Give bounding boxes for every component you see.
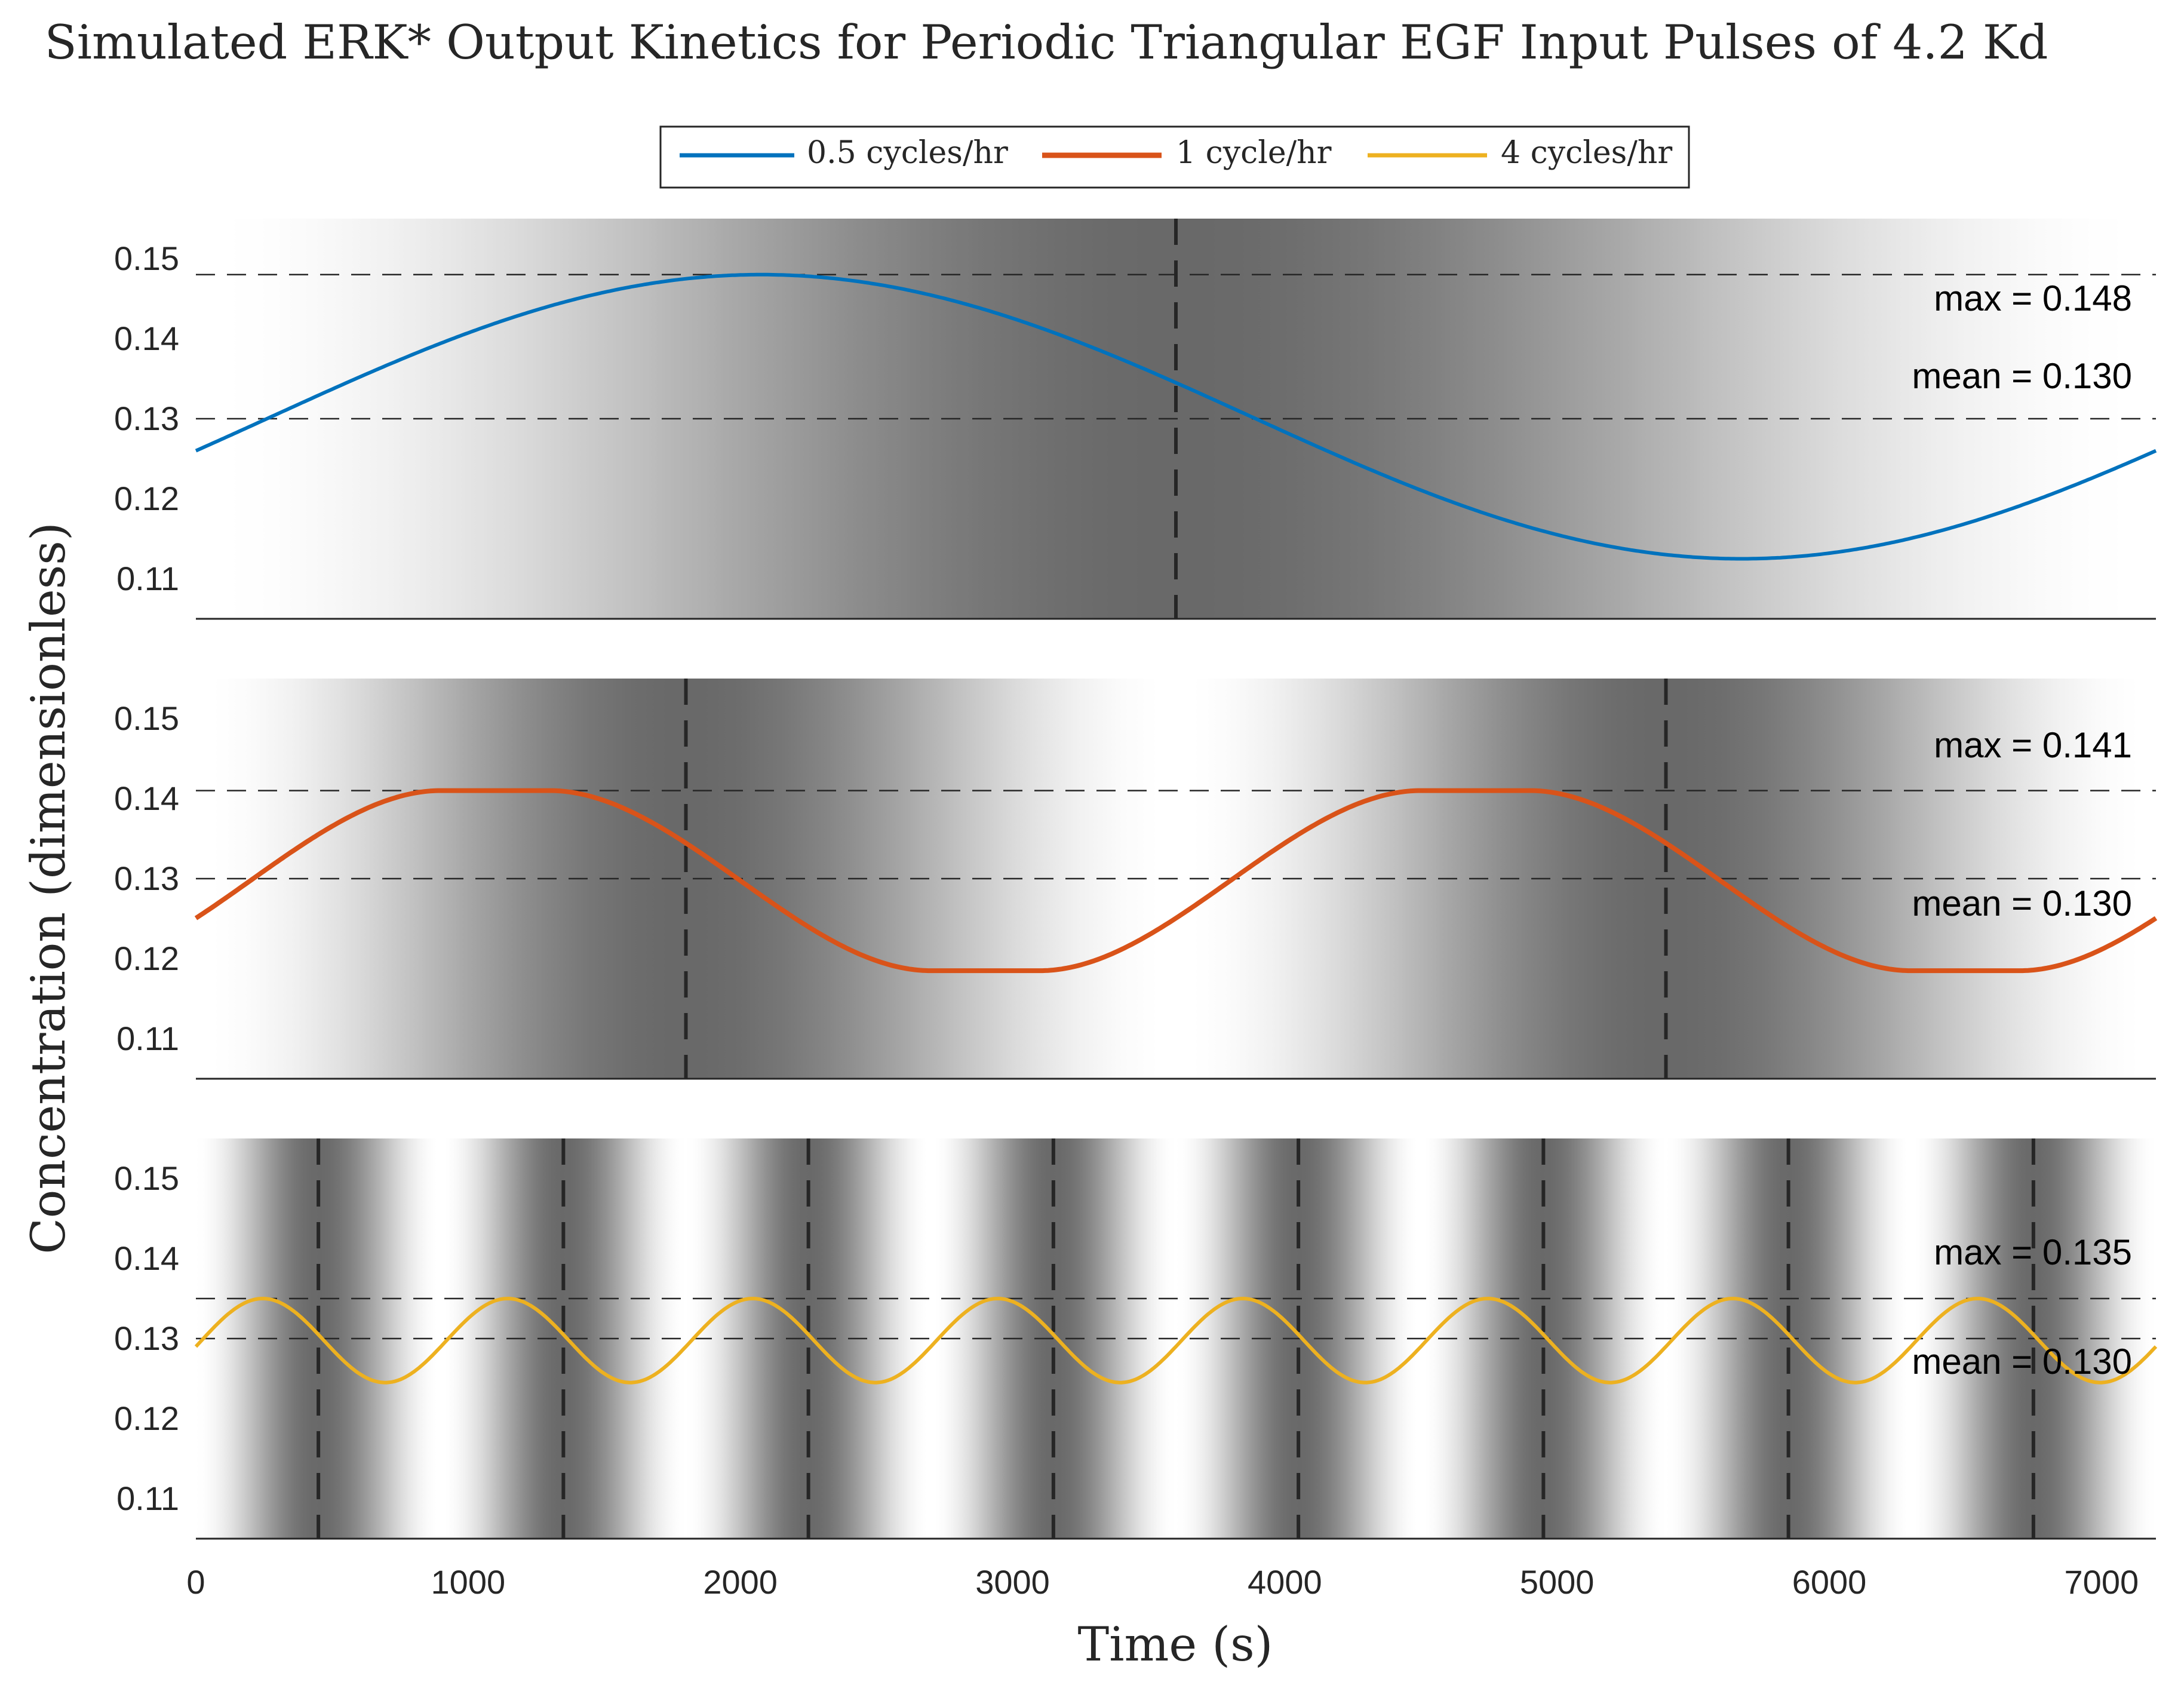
x-axis-label: Time (s) (1078, 1617, 1273, 1672)
y-tick-label: 0.15 (114, 240, 179, 277)
y-tick-label: 0.11 (116, 560, 179, 597)
series-line (195, 272, 2157, 561)
panels: 0.11 0.12 0.13 0.14 0.15 max = 0.148 mean = 0.… (114, 219, 2158, 1540)
legend-label-0: 0.5 cycles/hr (807, 135, 1008, 171)
y-tick-label: 0.12 (114, 940, 179, 977)
panel-3: 0.11 0.12 0.13 0.14 0.15 max = 0.135 mean = 0.… (114, 1138, 2158, 1540)
x-tick-label: 2000 (703, 1563, 778, 1601)
mean-annotation: mean = 0.130 (1912, 1342, 2132, 1382)
x-tick-label: 7000 (2065, 1563, 2139, 1601)
legend: 0.5 cycles/hr 1 cycle/hr 4 cycles/hr (659, 125, 1690, 189)
mean-annotation: mean = 0.130 (1912, 883, 2132, 923)
panel-2: 0.11 0.12 0.13 0.14 0.15 max = 0.141 mean = 0.… (114, 679, 2158, 1080)
y-tick-label: 0.15 (114, 1159, 179, 1197)
y-tick-label: 0.11 (116, 1480, 179, 1517)
y-tick-label: 0.14 (114, 320, 179, 357)
y-tick-label: 0.13 (114, 860, 179, 897)
x-axis: 0 1000 2000 3000 4000 5000 6000 7000 Time (s) (186, 1563, 2139, 1672)
y-tick-label: 0.12 (114, 1399, 179, 1437)
x-tick-label: 6000 (1792, 1563, 1867, 1601)
legend-box (659, 125, 1690, 189)
y-tick-label: 0.14 (114, 779, 179, 817)
series-line (194, 788, 2158, 974)
max-annotation: max = 0.135 (1934, 1232, 2132, 1272)
legend-label-2: 4 cycles/hr (1501, 135, 1672, 171)
legend-label-1: 1 cycle/hr (1176, 135, 1332, 171)
series-line (194, 1297, 2158, 1385)
y-axis-label: Concentration (dimensionless) (21, 522, 76, 1254)
y-tick-label: 0.11 (116, 1020, 179, 1057)
x-tick-labels: 0 1000 2000 3000 4000 5000 6000 7000 (186, 1563, 2139, 1601)
x-tick-label: 1000 (431, 1563, 506, 1601)
max-annotation: max = 0.148 (1934, 278, 2132, 318)
x-tick-label: 3000 (975, 1563, 1050, 1601)
y-tick-label: 0.14 (114, 1239, 179, 1277)
chart-title: Simulated ERK* Output Kinetics for Perio… (45, 15, 2048, 70)
y-tick-label: 0.15 (114, 699, 179, 737)
mean-annotation: mean = 0.130 (1912, 356, 2132, 396)
max-annotation: max = 0.141 (1934, 725, 2132, 765)
x-tick-label: 4000 (1248, 1563, 1322, 1601)
y-tick-label: 0.13 (114, 1319, 179, 1357)
y-tick-label: 0.13 (114, 400, 179, 437)
panel-1: 0.11 0.12 0.13 0.14 0.15 max = 0.148 mean = 0.… (114, 219, 2157, 620)
x-tick-label: 0 (186, 1563, 205, 1601)
x-tick-label: 5000 (1520, 1563, 1595, 1601)
y-tick-label: 0.12 (114, 480, 179, 517)
